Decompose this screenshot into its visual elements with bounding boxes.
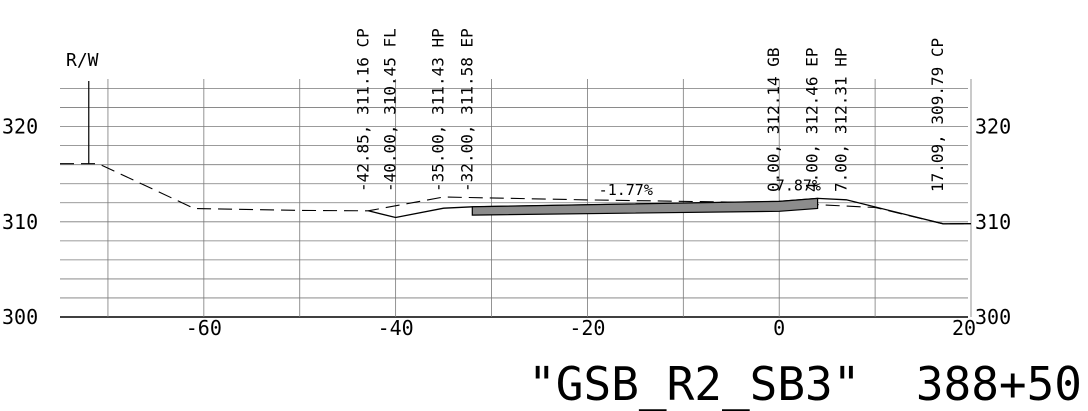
station-point-label: 7.00, 312.31 HP <box>831 47 850 192</box>
y-tick-label-left: 320 <box>2 115 38 139</box>
station-point-label: 0.00, 312.14 GB <box>764 47 783 192</box>
y-tick-label-left: 310 <box>2 210 38 234</box>
station-point-label: -32.00, 311.58 EP <box>457 28 476 192</box>
y-tick-label-right: 320 <box>975 115 1011 139</box>
x-tick-label: 0 <box>773 316 785 340</box>
station-point-label: -42.85, 311.16 CP <box>353 28 372 192</box>
station-point-label: -35.00, 311.43 HP <box>429 28 448 192</box>
y-tick-label-left: 300 <box>2 305 38 329</box>
station-point-label: -40.00, 310.45 FL <box>381 28 400 192</box>
slope-label: -1.77% <box>599 181 653 199</box>
y-tick-label-right: 310 <box>975 210 1011 234</box>
station-point-label: 17.09, 309.79 CP <box>928 38 947 192</box>
y-tick-label-right: 300 <box>975 305 1011 329</box>
x-tick-label: -40 <box>378 316 414 340</box>
grid-layer <box>60 79 972 318</box>
drawing-title: "GSB_R2_SB3" 388+50 <box>528 357 1082 411</box>
x-tick-label: -60 <box>186 316 222 340</box>
slope-label: 7.87% <box>776 176 821 194</box>
x-tick-label: -20 <box>569 316 605 340</box>
pavement-layer <box>471 197 819 216</box>
station-point-label: 4.00, 312.46 EP <box>803 48 822 193</box>
label-layer: -1.77% 7.87% -42.85, 311.16 CP -40.00, 310.… <box>353 28 947 199</box>
row-label: R/W <box>66 50 99 71</box>
x-tick-label: 20 <box>952 316 976 340</box>
pavement-section <box>471 197 819 216</box>
